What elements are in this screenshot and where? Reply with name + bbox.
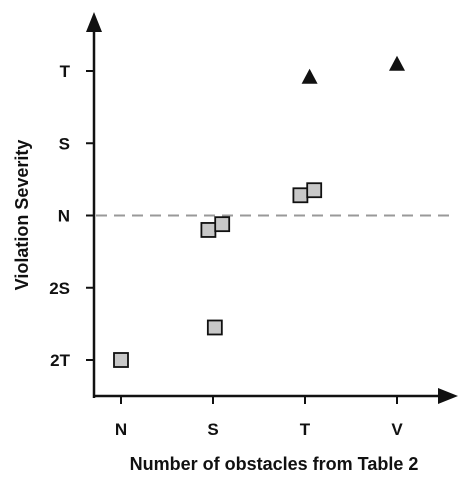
axes: [86, 12, 458, 404]
triangle-point: [389, 55, 405, 71]
square-point: [292, 187, 309, 204]
x-axis-arrow: [438, 388, 458, 404]
square-point: [206, 319, 223, 336]
square-point: [200, 222, 217, 238]
triangle-point: [301, 68, 318, 84]
x-tick-label: V: [391, 420, 403, 439]
y-tick-label: S: [59, 134, 70, 153]
y-tick-label: 2T: [50, 351, 70, 370]
data-marks: [113, 55, 405, 368]
y-tick-label: N: [58, 207, 70, 226]
square-point: [214, 216, 231, 233]
y-axis-label: Violation Severity: [12, 140, 32, 291]
tick-labels: T S N 2S 2T N S T V: [49, 62, 403, 439]
y-tick-label: 2S: [49, 279, 70, 298]
square-point: [306, 182, 323, 199]
y-axis-arrow: [86, 12, 102, 32]
x-tick-label: S: [207, 420, 218, 439]
x-tick-label: T: [300, 420, 311, 439]
x-axis-label: Number of obstacles from Table 2: [130, 454, 419, 474]
square-point: [113, 352, 129, 368]
x-tick-label: N: [115, 420, 127, 439]
y-tick-label: T: [60, 62, 71, 81]
